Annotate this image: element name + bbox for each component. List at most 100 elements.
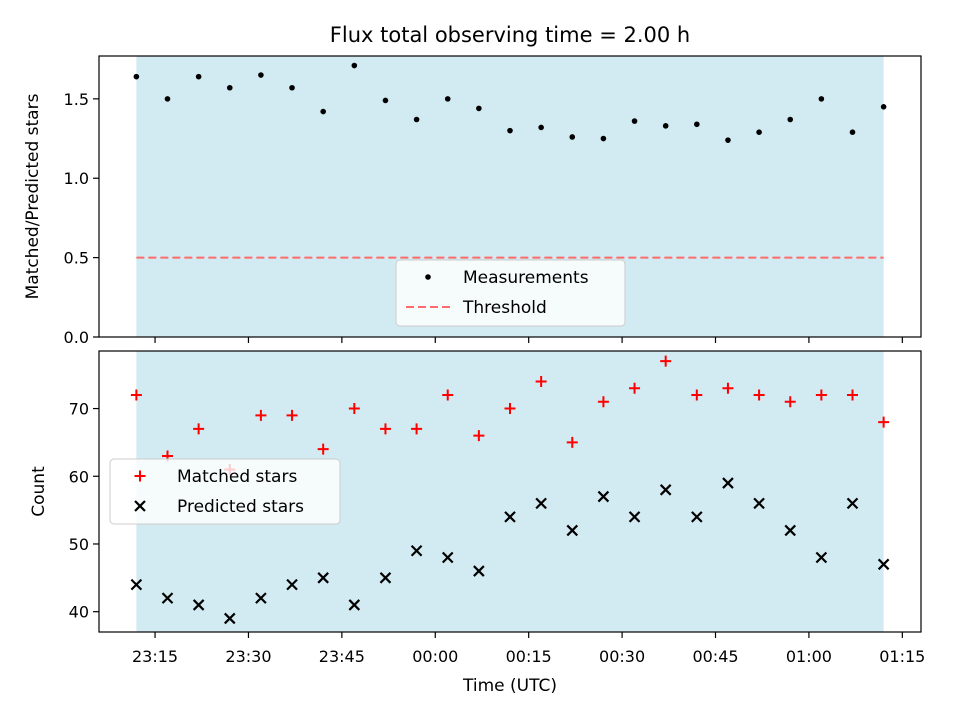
matched-star-point	[597, 396, 609, 408]
x-tick-label: 00:00	[412, 647, 458, 666]
measurement-point	[725, 137, 731, 143]
predicted-star-point	[379, 572, 392, 584]
bottom-legend	[109, 458, 341, 525]
predicted-star-point	[877, 558, 890, 571]
bottom-panel-ylabel: Count	[29, 466, 49, 517]
bottom-y-tick-label: 40	[69, 603, 89, 622]
matched-star-point	[878, 416, 890, 428]
matched-star-point	[847, 389, 858, 401]
predicted-star-point	[161, 592, 174, 604]
x-tick-label: 00:30	[599, 647, 645, 666]
predicted-star-point	[348, 599, 361, 611]
measurement-point	[351, 62, 358, 69]
matched-star-point	[286, 409, 298, 421]
measurement-point	[880, 104, 887, 110]
bottom-y-tick-label: 70	[69, 400, 89, 419]
matched-star-point	[691, 389, 703, 401]
predicted-star-point	[504, 511, 516, 523]
predicted-star-point	[846, 497, 859, 510]
measurement-point	[569, 134, 576, 140]
measurement-point	[289, 84, 295, 91]
measurement-point	[382, 97, 389, 104]
top-y-tick-label: 0.5	[64, 249, 89, 268]
matched-star-point	[317, 443, 329, 455]
bottom-y-tick-label: 50	[69, 535, 89, 554]
predicted-star-point	[597, 490, 610, 503]
measurement-point	[444, 96, 451, 102]
matched-star-point	[815, 389, 827, 401]
top-panel-frame	[98, 55, 922, 338]
matched-star-point	[535, 375, 547, 387]
measurement-point	[164, 96, 171, 102]
chart-title: Flux total observing time = 2.00 h	[330, 23, 690, 47]
predicted-star-point	[255, 592, 267, 604]
matched-star-point	[130, 389, 142, 401]
measurement-point	[662, 123, 669, 129]
matched-star-point	[566, 436, 578, 448]
matched-star-point	[660, 355, 672, 367]
top-y-tick-label: 0.0	[64, 328, 89, 347]
measurement-point	[818, 96, 825, 102]
matched-star-point	[722, 382, 734, 394]
matched-star-point	[753, 389, 765, 401]
matched-star-point	[411, 423, 423, 435]
legend-measurements-label: Measurements	[463, 268, 589, 288]
legend-threshold-label: Threshold	[462, 298, 547, 318]
matched-star-point	[193, 423, 205, 435]
predicted-star-point	[223, 612, 236, 625]
x-axis-label: Time (UTC)	[462, 676, 557, 696]
predicted-star-point	[441, 551, 454, 564]
measurement-point	[787, 116, 794, 123]
matched-star-point	[379, 423, 391, 435]
legend-matched-label: Matched stars	[177, 467, 297, 487]
predicted-star-point	[722, 477, 734, 489]
bottom-panel-frame	[98, 350, 922, 633]
predicted-star-point	[286, 578, 298, 591]
measurement-point	[538, 124, 544, 131]
predicted-star-point	[815, 551, 828, 564]
measurement-point	[631, 118, 638, 124]
legend-matched-marker	[134, 470, 146, 482]
measurement-point	[600, 135, 607, 142]
measurement-point	[476, 105, 482, 112]
x-tick-label: 00:15	[506, 647, 552, 666]
measurement-point	[133, 73, 140, 80]
predicted-star-point	[410, 544, 423, 557]
predicted-star-point	[628, 511, 641, 523]
predicted-star-point	[691, 511, 703, 523]
bottom-y-tick-label: 60	[69, 467, 89, 486]
measurement-point	[320, 108, 326, 115]
x-tick-label: 00:45	[692, 647, 738, 666]
top-y-tick-label: 1.0	[64, 169, 89, 188]
measurement-point	[413, 116, 420, 123]
predicted-star-point	[535, 497, 547, 510]
matched-star-point	[504, 403, 516, 415]
measurement-point	[849, 129, 856, 136]
predicted-star-point	[566, 524, 579, 537]
matched-star-point	[348, 403, 360, 415]
predicted-star-point	[473, 565, 485, 577]
legend-predicted-label: Predicted stars	[177, 497, 304, 517]
predicted-star-point	[753, 497, 765, 510]
matched-star-point	[255, 409, 267, 421]
matched-star-point	[784, 396, 796, 408]
x-tick-label: 23:45	[319, 647, 365, 666]
measurement-point	[694, 121, 700, 128]
predicted-star-point	[784, 524, 797, 537]
predicted-star-point	[659, 484, 672, 496]
x-tick-label: 01:15	[879, 647, 925, 666]
legend-measurement-marker	[425, 274, 431, 280]
legend-predicted-marker	[134, 500, 146, 512]
measurement-point	[226, 84, 233, 91]
top-y-tick-label: 1.5	[64, 90, 89, 109]
predicted-star-point	[317, 572, 329, 584]
measurement-point	[507, 127, 513, 134]
x-tick-label: 23:30	[225, 647, 271, 666]
top-panel-ylabel: Matched/Predicted stars	[23, 93, 43, 299]
top-legend	[395, 259, 626, 327]
matched-star-point	[442, 389, 454, 401]
x-tick-label: 23:15	[132, 647, 178, 666]
measurement-point	[258, 72, 264, 78]
